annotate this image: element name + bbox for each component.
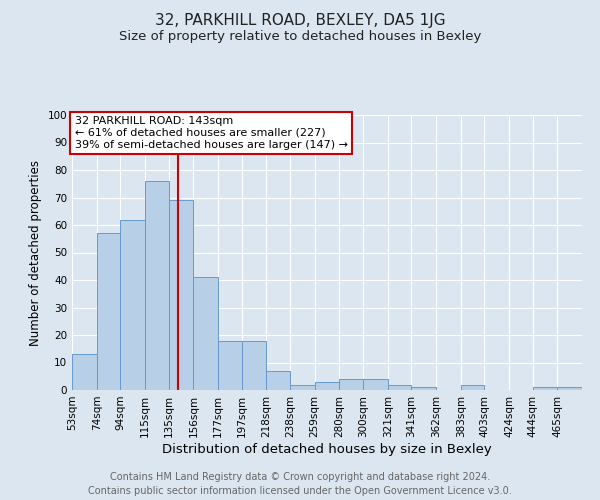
Bar bbox=[120, 220, 145, 390]
Bar bbox=[411, 387, 436, 390]
Bar bbox=[97, 233, 120, 390]
Bar bbox=[363, 379, 388, 390]
Y-axis label: Number of detached properties: Number of detached properties bbox=[29, 160, 42, 346]
Bar bbox=[388, 384, 411, 390]
Bar bbox=[461, 384, 484, 390]
Bar bbox=[145, 181, 169, 390]
Bar bbox=[169, 200, 193, 390]
Text: 32 PARKHILL ROAD: 143sqm
← 61% of detached houses are smaller (227)
39% of semi-: 32 PARKHILL ROAD: 143sqm ← 61% of detach… bbox=[74, 116, 347, 150]
Bar bbox=[242, 340, 266, 390]
Bar bbox=[340, 379, 363, 390]
Text: 32, PARKHILL ROAD, BEXLEY, DA5 1JG: 32, PARKHILL ROAD, BEXLEY, DA5 1JG bbox=[155, 12, 445, 28]
Bar bbox=[193, 277, 218, 390]
Bar bbox=[218, 340, 242, 390]
X-axis label: Distribution of detached houses by size in Bexley: Distribution of detached houses by size … bbox=[162, 442, 492, 456]
Bar bbox=[72, 354, 97, 390]
Bar bbox=[266, 371, 290, 390]
Text: Contains public sector information licensed under the Open Government Licence v3: Contains public sector information licen… bbox=[88, 486, 512, 496]
Bar bbox=[557, 387, 582, 390]
Bar bbox=[533, 387, 557, 390]
Bar bbox=[290, 384, 314, 390]
Text: Contains HM Land Registry data © Crown copyright and database right 2024.: Contains HM Land Registry data © Crown c… bbox=[110, 472, 490, 482]
Bar bbox=[314, 382, 340, 390]
Text: Size of property relative to detached houses in Bexley: Size of property relative to detached ho… bbox=[119, 30, 481, 43]
